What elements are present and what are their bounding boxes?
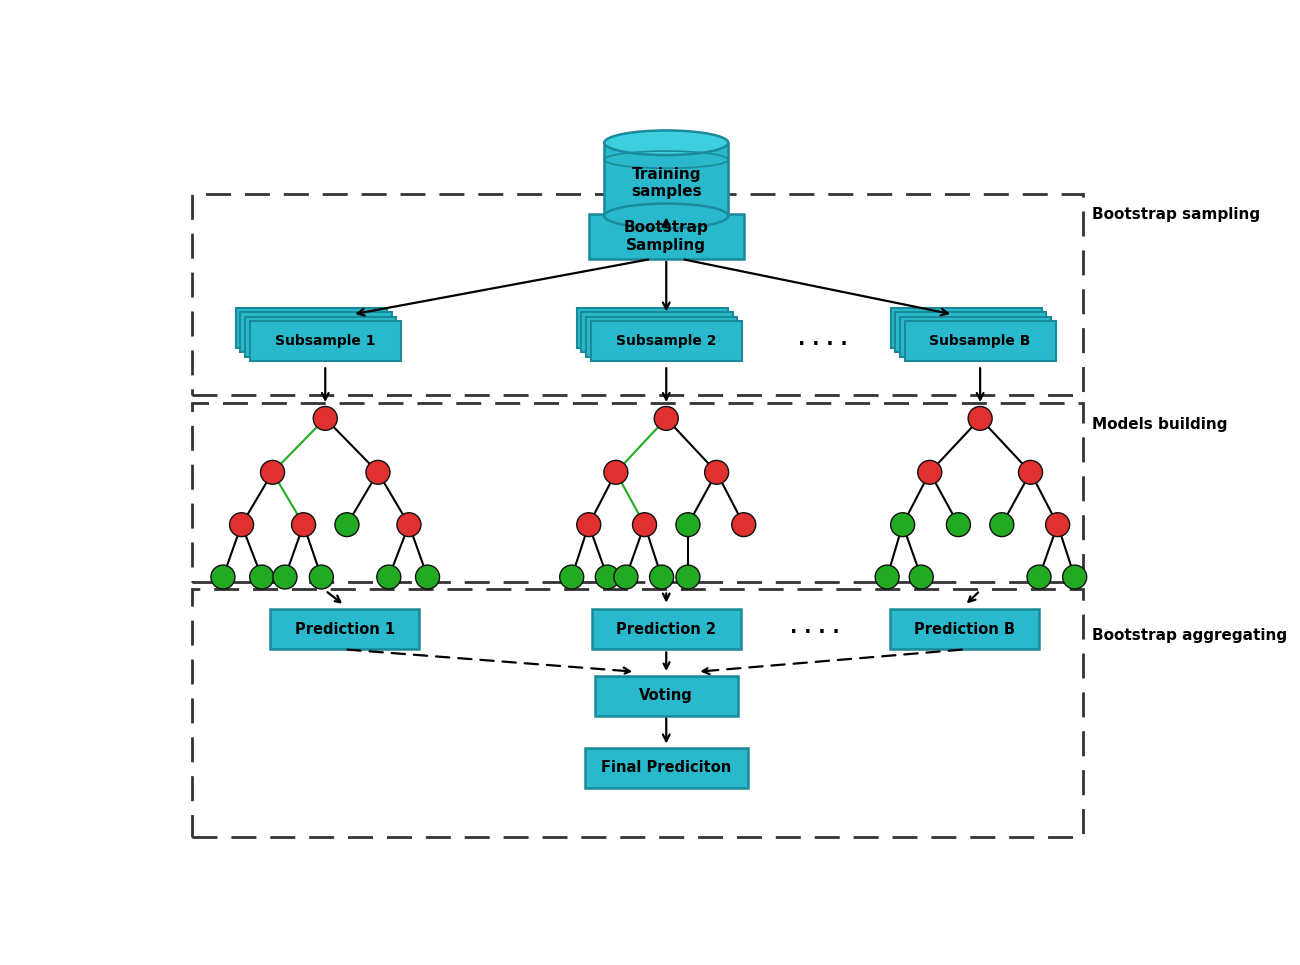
Circle shape (211, 565, 235, 589)
Circle shape (633, 512, 656, 537)
Text: Prediction B: Prediction B (914, 621, 1015, 637)
FancyBboxPatch shape (577, 308, 728, 347)
FancyBboxPatch shape (905, 321, 1056, 362)
Circle shape (732, 512, 755, 537)
Text: Models building: Models building (1092, 417, 1228, 432)
Text: Bootstrap sampling: Bootstrap sampling (1092, 207, 1261, 222)
FancyBboxPatch shape (581, 312, 732, 352)
Circle shape (676, 565, 699, 589)
Ellipse shape (604, 204, 728, 228)
FancyBboxPatch shape (592, 609, 741, 649)
Text: Bootstrap aggregating: Bootstrap aggregating (1092, 628, 1287, 643)
Circle shape (989, 512, 1014, 537)
Bar (192, 194, 1083, 396)
Text: Subsample 2: Subsample 2 (616, 335, 716, 348)
Circle shape (335, 512, 359, 537)
Circle shape (396, 512, 421, 537)
FancyBboxPatch shape (891, 308, 1041, 347)
Circle shape (909, 565, 933, 589)
FancyBboxPatch shape (250, 321, 400, 362)
Circle shape (1045, 512, 1070, 537)
Circle shape (313, 406, 337, 430)
Circle shape (365, 460, 390, 484)
Circle shape (891, 512, 915, 537)
Circle shape (918, 460, 941, 484)
FancyBboxPatch shape (900, 317, 1050, 357)
Text: . . . .: . . . . (790, 619, 840, 637)
FancyBboxPatch shape (896, 312, 1046, 352)
Circle shape (676, 512, 699, 537)
Text: Prediction 2: Prediction 2 (616, 621, 716, 637)
FancyBboxPatch shape (589, 214, 744, 259)
Circle shape (1027, 565, 1050, 589)
FancyBboxPatch shape (590, 321, 742, 362)
Bar (192, 590, 1083, 838)
FancyBboxPatch shape (240, 312, 391, 352)
Text: Voting: Voting (640, 688, 693, 703)
FancyBboxPatch shape (244, 317, 396, 357)
Text: Prediction 1: Prediction 1 (295, 621, 395, 637)
Circle shape (968, 406, 992, 430)
Text: Bootstrap
Sampling: Bootstrap Sampling (624, 220, 709, 253)
Circle shape (595, 565, 619, 589)
Circle shape (273, 565, 296, 589)
Circle shape (377, 565, 400, 589)
Circle shape (416, 565, 439, 589)
FancyBboxPatch shape (270, 609, 419, 649)
Polygon shape (604, 143, 728, 216)
Circle shape (309, 565, 333, 589)
Circle shape (230, 512, 254, 537)
Text: Training
samples: Training samples (630, 167, 702, 200)
Circle shape (654, 406, 679, 430)
Text: . . . .: . . . . (798, 330, 848, 349)
Text: Subsample B: Subsample B (930, 335, 1031, 348)
Circle shape (946, 512, 970, 537)
Circle shape (875, 565, 900, 589)
FancyBboxPatch shape (891, 609, 1039, 649)
Circle shape (650, 565, 673, 589)
Circle shape (577, 512, 601, 537)
Bar (192, 403, 1083, 582)
Text: Subsample 1: Subsample 1 (276, 335, 376, 348)
Circle shape (560, 565, 584, 589)
FancyBboxPatch shape (594, 676, 738, 716)
Text: Final Prediciton: Final Prediciton (601, 760, 732, 776)
FancyBboxPatch shape (585, 748, 747, 788)
Circle shape (291, 512, 316, 537)
Circle shape (705, 460, 728, 484)
Ellipse shape (604, 130, 728, 155)
Circle shape (1018, 460, 1043, 484)
FancyBboxPatch shape (586, 317, 737, 357)
Circle shape (250, 565, 274, 589)
Circle shape (260, 460, 285, 484)
Circle shape (614, 565, 638, 589)
Circle shape (604, 460, 628, 484)
FancyBboxPatch shape (235, 308, 387, 347)
Circle shape (1062, 565, 1087, 589)
